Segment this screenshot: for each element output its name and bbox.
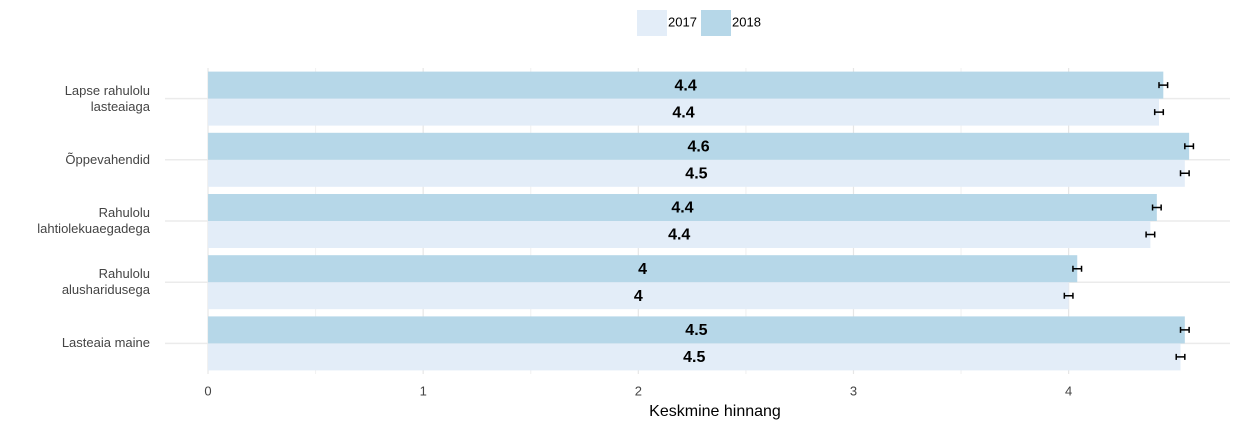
error-bar	[1158, 82, 1169, 89]
bar	[208, 132, 1190, 160]
x-tick-label: 0	[204, 383, 211, 398]
legend-label: 2018	[732, 14, 761, 29]
bar	[208, 71, 1164, 99]
legend-swatch	[637, 10, 667, 36]
y-tick-label: Rahulolu alusharidusega	[61, 266, 150, 298]
error-bar	[1175, 353, 1186, 360]
error-bar	[1179, 326, 1190, 333]
bar	[208, 159, 1185, 187]
legend-label: 2017	[668, 14, 697, 29]
error-bar	[1184, 143, 1195, 150]
value-label: 4.4	[671, 200, 693, 217]
value-label: 4.4	[672, 104, 694, 121]
error-bar	[1179, 170, 1190, 177]
value-label: 4.4	[675, 77, 697, 94]
error-bar	[1063, 292, 1074, 299]
bar	[208, 221, 1151, 248]
legend-swatch	[701, 10, 731, 36]
bar	[208, 194, 1157, 221]
bar	[208, 255, 1078, 283]
x-tick-label: 1	[420, 383, 427, 398]
x-axis-title: Keskmine hinnang	[649, 403, 781, 420]
y-tick-label: Rahulolu lahtiolekuaegadega	[37, 205, 150, 236]
value-label: 4	[638, 261, 647, 278]
bar	[208, 316, 1185, 344]
value-label: 4.5	[685, 166, 707, 183]
bar	[208, 343, 1181, 371]
value-label: 4.5	[685, 322, 707, 339]
value-label: 4.5	[683, 349, 705, 366]
value-label: 4.6	[687, 139, 709, 156]
y-tick-label: Lapse rahulolu lasteaiaga	[64, 82, 150, 114]
error-bar	[1145, 231, 1156, 238]
error-bar	[1072, 265, 1083, 272]
bar	[208, 98, 1160, 126]
value-label: 4.4	[668, 227, 690, 244]
y-tick-label: Lasteaia maine	[61, 335, 150, 351]
value-label: 4	[634, 288, 643, 305]
error-bar	[1151, 204, 1162, 211]
x-tick-label: 2	[635, 383, 642, 398]
x-tick-label: 4	[1065, 383, 1072, 398]
y-tick-label: Õppevahendid	[65, 151, 150, 167]
x-tick-label: 3	[850, 383, 857, 398]
error-bar	[1153, 109, 1165, 116]
bar	[208, 282, 1069, 310]
